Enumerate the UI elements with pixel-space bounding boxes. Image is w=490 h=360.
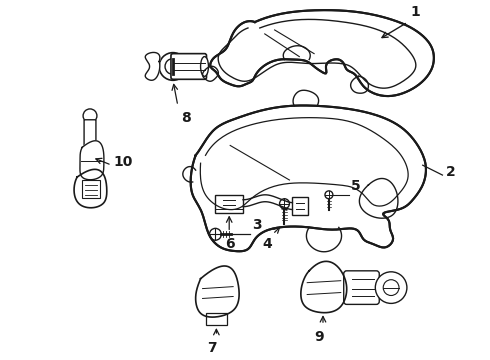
Bar [82, 180, 100, 198]
Text: 7: 7 [208, 341, 217, 355]
Bar [216, 195, 243, 212]
Text: 8: 8 [181, 111, 191, 125]
Circle shape [280, 199, 290, 209]
Ellipse shape [83, 109, 97, 123]
Text: 2: 2 [445, 165, 455, 179]
Text: 4: 4 [263, 237, 272, 251]
Ellipse shape [200, 57, 208, 76]
Text: 1: 1 [411, 5, 420, 19]
Polygon shape [210, 10, 434, 96]
Polygon shape [301, 261, 347, 313]
Bar [205, 313, 227, 325]
Polygon shape [145, 53, 160, 80]
Circle shape [209, 228, 221, 240]
FancyBboxPatch shape [171, 54, 206, 79]
Polygon shape [74, 169, 107, 208]
Text: 5: 5 [351, 179, 360, 193]
Text: 10: 10 [114, 155, 133, 169]
Text: 9: 9 [314, 330, 324, 344]
FancyBboxPatch shape [343, 271, 379, 305]
Circle shape [325, 191, 333, 199]
Bar [293, 197, 308, 215]
Polygon shape [196, 266, 239, 317]
Polygon shape [80, 141, 104, 180]
Circle shape [375, 272, 407, 303]
FancyBboxPatch shape [84, 120, 96, 147]
Polygon shape [191, 105, 426, 251]
Text: 6: 6 [225, 237, 235, 251]
Text: 3: 3 [252, 218, 262, 232]
